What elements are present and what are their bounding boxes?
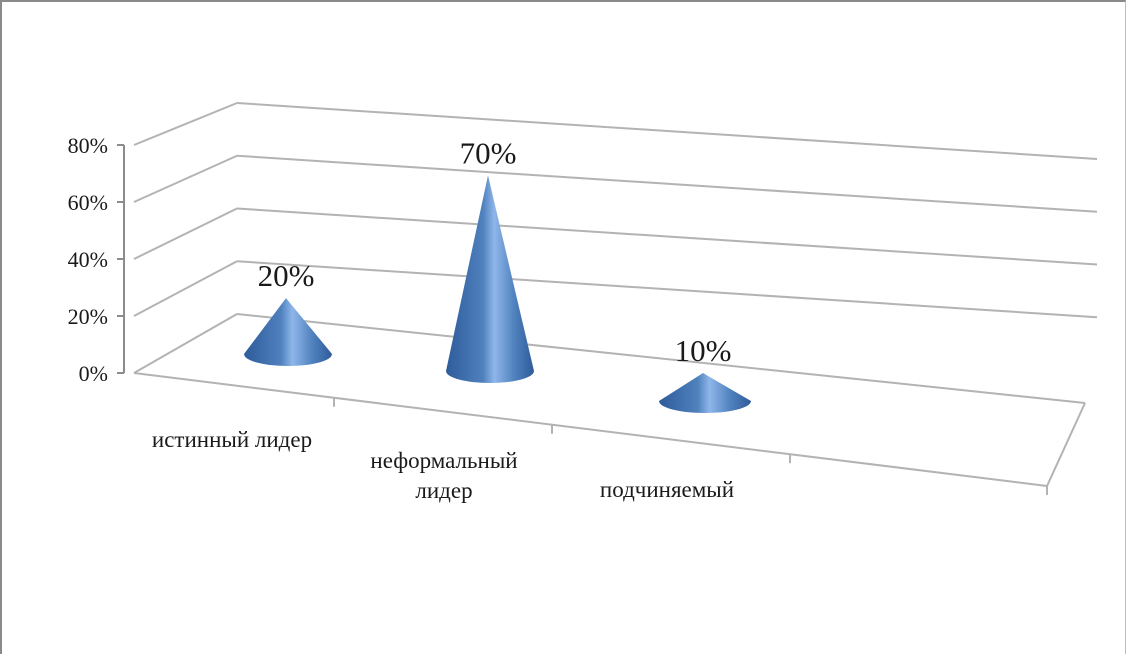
y-tick-label: 20% [68, 304, 108, 329]
back-gridline [236, 260, 1098, 319]
y-tick-label: 0% [79, 361, 108, 386]
y-tick-label: 80% [68, 133, 108, 158]
category-label: истинный лидер [152, 427, 312, 452]
cone-bar [446, 175, 534, 383]
data-label: 70% [460, 135, 517, 170]
back-gridline [236, 102, 1098, 160]
y-tick-label: 60% [68, 190, 108, 215]
side-gridline [133, 154, 238, 203]
back-gridline [236, 207, 1098, 266]
side-gridline [133, 207, 238, 260]
category-label: подчиняемый [600, 477, 734, 502]
side-gridline [133, 313, 238, 374]
side-gridline [133, 102, 238, 146]
side-gridline [133, 260, 238, 317]
cone-bar [244, 298, 332, 366]
y-tick-label: 40% [68, 247, 108, 272]
data-label: 10% [675, 333, 732, 368]
data-label: 20% [258, 258, 315, 293]
back-gridline [236, 154, 1098, 213]
category-label: неформальный лидер [370, 448, 517, 503]
cone-bar [659, 373, 751, 413]
floor-back-edge [236, 313, 1086, 404]
